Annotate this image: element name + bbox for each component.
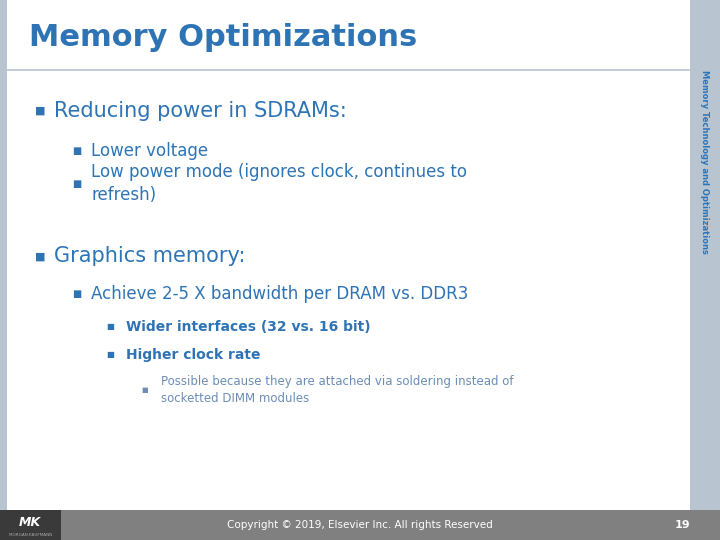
Text: Memory Technology and Optimizations: Memory Technology and Optimizations [701,70,709,254]
Text: ■: ■ [141,387,148,393]
Text: ■: ■ [107,350,114,359]
Text: Low power mode (ignores clock, continues to
refresh): Low power mode (ignores clock, continues… [91,163,467,204]
FancyBboxPatch shape [0,510,720,540]
FancyBboxPatch shape [0,510,61,540]
Text: ■: ■ [72,146,81,156]
FancyBboxPatch shape [0,0,7,510]
FancyBboxPatch shape [690,0,720,510]
Text: Copyright © 2019, Elsevier Inc. All rights Reserved: Copyright © 2019, Elsevier Inc. All righ… [227,521,493,530]
Text: Reducing power in SDRAMs:: Reducing power in SDRAMs: [54,100,347,121]
Text: Higher clock rate: Higher clock rate [126,348,261,362]
Text: Possible because they are attached via soldering instead of
socketted DIMM modul: Possible because they are attached via s… [161,375,513,404]
Text: ■: ■ [35,106,45,116]
Text: Graphics memory:: Graphics memory: [54,246,246,267]
Text: MORGAN KAUFMANN: MORGAN KAUFMANN [9,532,52,537]
Text: Memory Optimizations: Memory Optimizations [29,23,417,52]
Text: 19: 19 [675,521,690,530]
Text: MK: MK [19,516,41,529]
Text: ■: ■ [35,252,45,261]
Text: Lower voltage: Lower voltage [91,142,209,160]
Text: Achieve 2-5 X bandwidth per DRAM vs. DDR3: Achieve 2-5 X bandwidth per DRAM vs. DDR… [91,285,469,303]
Text: ■: ■ [107,322,114,331]
Text: ■: ■ [72,179,81,188]
Text: Wider interfaces (32 vs. 16 bit): Wider interfaces (32 vs. 16 bit) [126,320,371,334]
Text: ■: ■ [72,289,81,299]
